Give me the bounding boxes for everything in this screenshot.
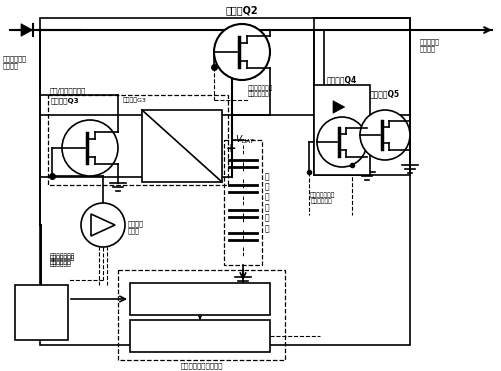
Text: 主开关Q2: 主开关Q2 xyxy=(225,5,258,15)
Bar xyxy=(40,18,409,345)
Polygon shape xyxy=(21,24,33,36)
Text: 放电开关Q5: 放电开关Q5 xyxy=(369,89,399,98)
Text: 至下一级的
电能变换: 至下一级的 电能变换 xyxy=(419,38,439,52)
Text: 后备储能装置温度保护: 后备储能装置温度保护 xyxy=(180,362,222,369)
Bar xyxy=(223,140,262,265)
Text: 变流/恒压充电电路: 变流/恒压充电电路 xyxy=(50,88,86,94)
Text: 后
备
储
能
装
置: 后 备 储 能 装 置 xyxy=(265,172,269,233)
Text: 来自电源控制与
能量管理系统: 来自电源控制与 能量管理系统 xyxy=(309,192,334,204)
Bar xyxy=(142,110,221,182)
Bar xyxy=(313,18,409,175)
Text: +: + xyxy=(225,142,236,155)
Text: 来自电源控制与
能量管理系统: 来自电源控制与 能量管理系统 xyxy=(247,85,273,97)
Bar xyxy=(48,95,227,185)
Bar xyxy=(130,320,270,352)
Bar xyxy=(130,283,270,315)
Circle shape xyxy=(316,117,366,167)
Text: 来自电源控制与
能量管理系统: 来自电源控制与 能量管理系统 xyxy=(50,255,75,267)
Text: 来自电源控制与
能量管理系统: 来自电源控制与 能量管理系统 xyxy=(50,253,75,265)
Text: DC: DC xyxy=(146,113,161,123)
Text: 2#
辅助
电源: 2# 辅助 电源 xyxy=(35,298,48,327)
Text: 放电开关Q4: 放电开关Q4 xyxy=(326,75,356,84)
Text: $V_{BAT}$: $V_{BAT}$ xyxy=(234,134,256,146)
Bar xyxy=(15,285,68,340)
Text: 驱动信号
生成器: 驱动信号 生成器 xyxy=(128,220,144,234)
Bar xyxy=(118,270,285,360)
Circle shape xyxy=(81,203,125,247)
Polygon shape xyxy=(332,101,344,113)
Circle shape xyxy=(359,110,409,160)
Bar xyxy=(313,85,369,175)
Text: DC: DC xyxy=(202,169,217,179)
Text: 充放电干预: 充放电干预 xyxy=(184,331,215,341)
Text: 来自上一级的
电能变换: 来自上一级的 电能变换 xyxy=(3,55,27,69)
Text: 温度传感器: 温度传感器 xyxy=(184,294,215,304)
Circle shape xyxy=(62,120,118,176)
Text: 充电开关Q3: 充电开关Q3 xyxy=(51,97,80,104)
Text: 充电拓补G3: 充电拓补G3 xyxy=(123,97,147,103)
Circle shape xyxy=(213,24,270,80)
